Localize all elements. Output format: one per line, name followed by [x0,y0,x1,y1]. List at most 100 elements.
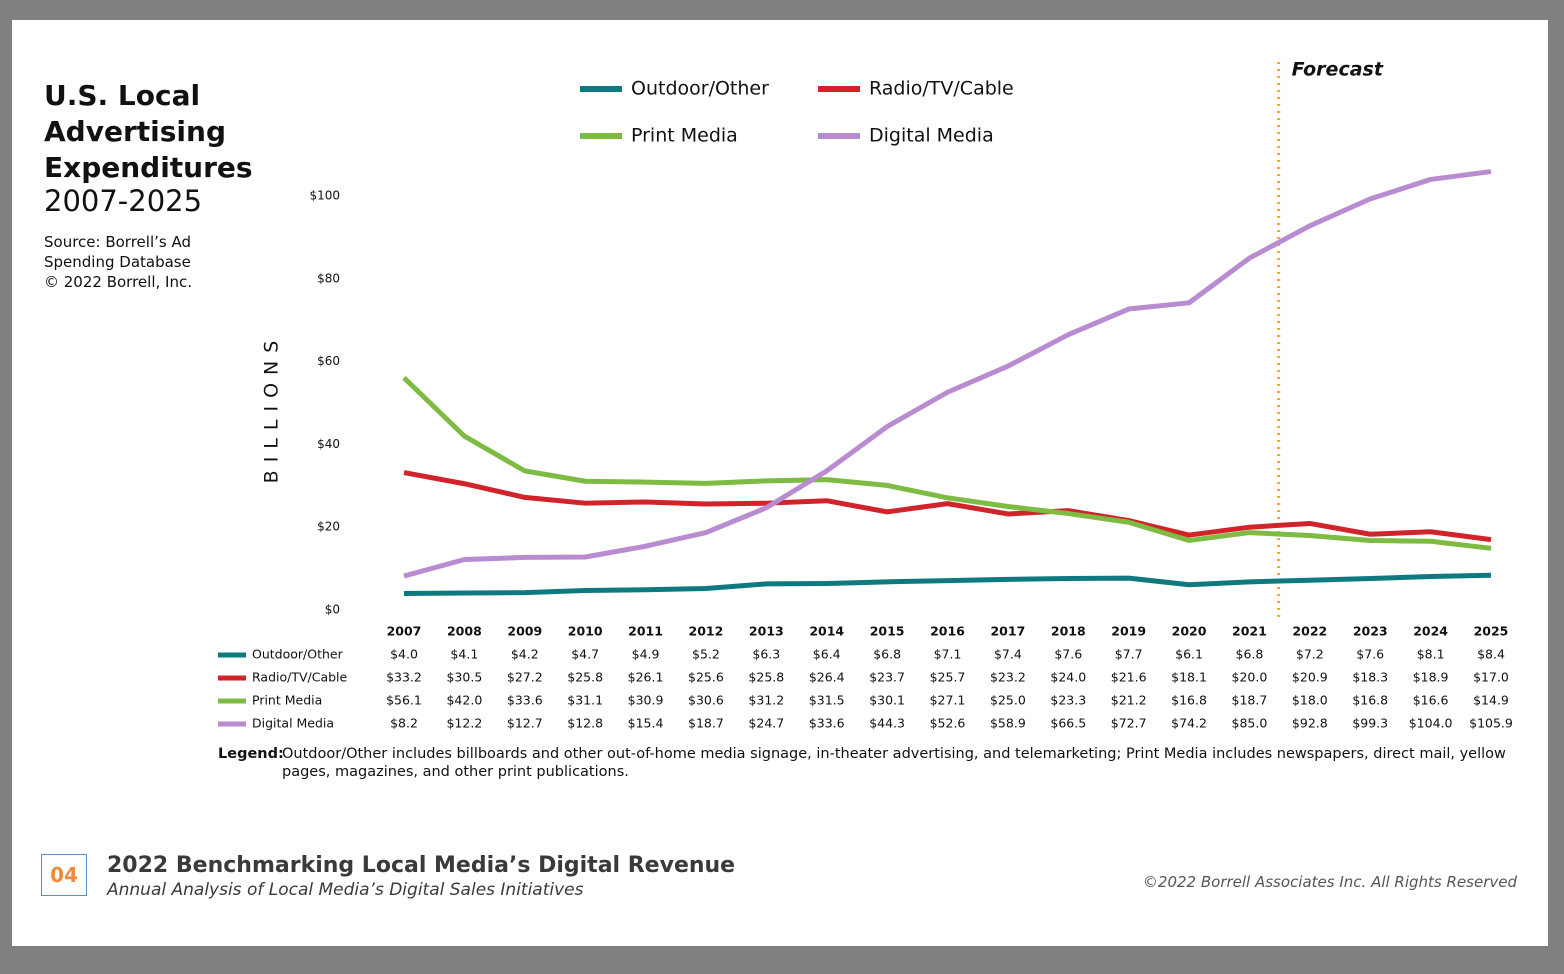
page-number: 04 [41,854,87,896]
table-value: $31.2 [748,693,784,708]
series-line [402,375,1492,551]
legend-label: Print Media [631,125,738,147]
table-year: 2013 [749,624,784,639]
legend-label: Radio/TV/Cable [869,78,1014,100]
footer-copyright: ©2022 Borrell Associates Inc. All Rights… [1142,873,1517,891]
table-value: $26.1 [628,670,664,685]
table-value: $12.8 [567,716,603,731]
y-tick-label: $20 [317,520,340,534]
table-value: $33.2 [386,670,422,685]
table-value: $24.7 [748,716,784,731]
source-line: © 2022 Borrell, Inc. [44,273,192,291]
table-value: $31.5 [809,693,845,708]
table-value: $92.8 [1292,716,1328,731]
table-year: 2011 [628,624,663,639]
table-year: 2016 [930,624,965,639]
legend-note-text: Outdoor/Other includes billboards and ot… [282,746,1506,780]
table-value: $7.6 [1054,647,1082,662]
source-line: Source: Borrell’s Ad [44,233,191,251]
table-value: $21.6 [1111,670,1147,685]
table-value: $18.7 [688,716,724,731]
table-year: 2012 [689,624,724,639]
table-value: $8.4 [1477,647,1505,662]
forecast-label: Forecast [1292,59,1384,81]
table-value: $18.1 [1171,670,1207,685]
table-value: $85.0 [1232,716,1268,731]
table-value: $7.4 [994,647,1022,662]
table-year: 2019 [1111,624,1146,639]
table-value: $6.8 [1236,647,1264,662]
table-value: $99.3 [1352,716,1388,731]
table-year: 2025 [1474,624,1509,639]
table-year: 2020 [1172,624,1207,639]
table-value: $12.2 [446,716,482,731]
footer-title: 2022 Benchmarking Local Media’s Digital … [107,853,736,878]
table-year: 2023 [1353,624,1388,639]
table-row-label: Digital Media [252,716,334,731]
table-year: 2021 [1232,624,1267,639]
table-value: $17.0 [1473,670,1509,685]
table-value: $104.0 [1409,716,1453,731]
table-year: 2009 [507,624,542,639]
chart-title: U.S. Local Advertising Expenditures [44,79,253,184]
table-year: 2017 [990,624,1025,639]
table-value: $7.1 [934,647,962,662]
y-tick-label: $0 [325,603,340,617]
table-year: 2007 [387,624,422,639]
table-value: $30.6 [688,693,724,708]
table-value: $18.7 [1232,693,1268,708]
table-value: $5.2 [692,647,720,662]
chart-subtitle: 2007-2025 [44,184,203,218]
table-year: 2018 [1051,624,1086,639]
table-value: $33.6 [809,716,845,731]
legend-note: Legend: Outdoor/Other includes billboard… [218,745,1518,781]
table-value: $4.0 [390,647,418,662]
table-value: $33.6 [507,693,543,708]
table-value: $18.0 [1292,693,1328,708]
table-value: $30.1 [869,693,905,708]
table-value: $42.0 [446,693,482,708]
y-tick-label: $40 [317,437,340,451]
table-value: $6.3 [752,647,780,662]
y-tick-label: $60 [317,354,340,368]
table-value: $26.4 [809,670,845,685]
table-value: $24.0 [1050,670,1086,685]
table-value: $4.7 [571,647,599,662]
table-row-label: Print Media [252,693,322,708]
table-value: $27.1 [930,693,966,708]
table-value: $27.2 [507,670,543,685]
table-value: $25.8 [748,670,784,685]
table-value: $18.3 [1352,670,1388,685]
table-year: 2010 [568,624,603,639]
table-year: 2015 [870,624,905,639]
table-value: $6.1 [1175,647,1203,662]
source-line: Spending Database [44,253,191,271]
table-value: $7.7 [1115,647,1143,662]
table-value: $4.1 [450,647,478,662]
table-value: $14.9 [1473,693,1509,708]
table-value: $16.6 [1413,693,1449,708]
table-value: $105.9 [1469,716,1513,731]
series-line [403,572,1492,596]
y-tick-label: $80 [317,271,340,285]
table-value: $4.2 [511,647,539,662]
table-value: $44.3 [869,716,905,731]
series-line [403,470,1492,543]
series-line [403,169,1492,579]
table-value: $7.2 [1296,647,1324,662]
table-value: $31.1 [567,693,603,708]
table-value: $8.2 [390,716,418,731]
table-value: $58.9 [990,716,1026,731]
table-value: $66.5 [1050,716,1086,731]
table-value: $74.2 [1171,716,1207,731]
table-value: $4.9 [632,647,660,662]
table-value: $25.7 [930,670,966,685]
table-value: $23.3 [1050,693,1086,708]
y-tick-label: $100 [309,189,340,203]
table-row-label: Outdoor/Other [252,647,344,662]
table-value: $21.2 [1111,693,1147,708]
table-value: $20.0 [1232,670,1268,685]
table-value: $25.0 [990,693,1026,708]
table-row-label: Radio/TV/Cable [252,670,348,685]
